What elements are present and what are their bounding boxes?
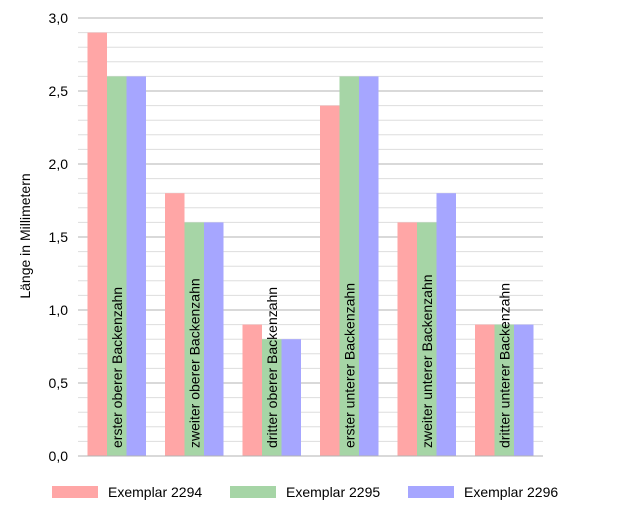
bar-1-2 [165, 193, 185, 456]
bar-2-5 [417, 222, 437, 456]
bar-3-1 [126, 76, 146, 457]
y-axis-ticks: 0,0 0,5 1,0 1,5 2,0 2,5 3,0 [49, 10, 69, 464]
bar-2-1 [107, 76, 127, 457]
category-label: zweiter unterer Backenzahn [419, 274, 435, 448]
legend-label: Exemplar 2295 [286, 484, 380, 500]
legend-label: Exemplar 2296 [464, 484, 558, 500]
y-tick-label: 0,0 [49, 448, 69, 464]
bar-3-2 [204, 222, 224, 456]
category-label: zweiter oberer Backenzahn [186, 278, 202, 448]
bar-1-1 [87, 32, 107, 456]
bar-1-3 [242, 324, 262, 456]
bar-3-6 [514, 324, 534, 456]
legend: Exemplar 2294 Exemplar 2295 Exemplar 2296 [52, 484, 558, 500]
category-label: dritter oberer Backenzahn [264, 287, 280, 448]
legend-swatch [230, 486, 276, 498]
bar-2-6 [494, 324, 514, 456]
category-label: dritter unterer Backenzahn [496, 283, 512, 448]
legend-label: Exemplar 2294 [108, 484, 202, 500]
y-tick-label: 2,5 [49, 83, 69, 99]
y-tick-label: 0,5 [49, 375, 69, 391]
bar-3-3 [281, 339, 301, 456]
bar-1-5 [397, 222, 417, 456]
y-tick-label: 3,0 [49, 10, 69, 26]
y-axis-title: Länge in Millimetern [17, 173, 33, 298]
bar-1-4 [320, 105, 340, 456]
y-tick-label: 1,0 [49, 302, 69, 318]
legend-swatch [52, 486, 98, 498]
category-label: erster oberer Backenzahn [109, 287, 125, 448]
gridlines [78, 17, 543, 457]
bar-2-4 [339, 76, 359, 457]
bar-2-2 [184, 222, 204, 456]
bar-3-4 [359, 76, 379, 457]
category-labels: erster oberer Backenzahn zweiter oberer B… [109, 274, 513, 448]
bar-2-3 [262, 339, 282, 456]
y-tick-label: 2,0 [49, 156, 69, 172]
category-label: erster unterer Backenzahn [341, 283, 357, 448]
legend-swatch [408, 486, 454, 498]
bar-3-5 [436, 193, 456, 456]
bars [78, 32, 543, 457]
bar-1-6 [475, 324, 495, 456]
y-tick-label: 1,5 [49, 229, 69, 245]
